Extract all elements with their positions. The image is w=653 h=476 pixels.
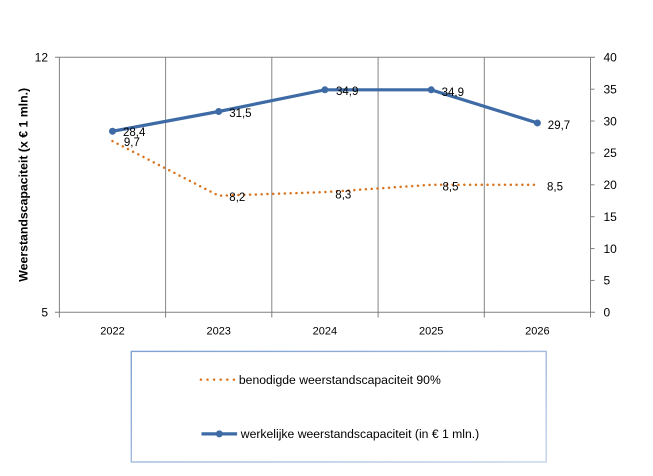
svg-text:31,5: 31,5 [229, 108, 251, 120]
svg-text:werkelijke weerstandscapacitei: werkelijke weerstandscapaciteit (in € 1 … [240, 427, 479, 441]
svg-text:29,7: 29,7 [548, 120, 570, 132]
svg-text:9,7: 9,7 [124, 137, 140, 149]
svg-text:25: 25 [604, 146, 618, 160]
svg-text:15: 15 [604, 210, 618, 224]
svg-text:30: 30 [604, 114, 618, 128]
svg-text:28,4: 28,4 [123, 127, 146, 139]
svg-text:2023: 2023 [206, 325, 230, 337]
svg-text:34,9: 34,9 [442, 87, 464, 99]
svg-text:2025: 2025 [419, 325, 443, 337]
svg-text:12: 12 [35, 51, 49, 65]
svg-text:35: 35 [604, 82, 618, 96]
svg-text:2022: 2022 [100, 325, 124, 337]
svg-text:2026: 2026 [525, 325, 549, 337]
svg-text:Weerstandscapaciteit (x € 1 m: Weerstandscapaciteit (x € 1 mln.) [17, 88, 31, 282]
svg-text:34,9: 34,9 [336, 86, 358, 98]
svg-text:0: 0 [604, 306, 611, 320]
svg-text:10: 10 [604, 242, 618, 256]
svg-text:benodigde weerstandscapaciteit: benodigde weerstandscapaciteit 90% [239, 373, 441, 387]
svg-text:5: 5 [41, 306, 48, 320]
svg-text:8,2: 8,2 [229, 192, 245, 204]
svg-text:5: 5 [604, 274, 611, 288]
svg-text:8,3: 8,3 [335, 190, 351, 202]
svg-text:8,5: 8,5 [443, 181, 459, 193]
svg-text:40: 40 [604, 51, 618, 65]
svg-text:8,5: 8,5 [547, 181, 563, 193]
svg-text:20: 20 [604, 178, 618, 192]
svg-text:2024: 2024 [313, 325, 337, 337]
